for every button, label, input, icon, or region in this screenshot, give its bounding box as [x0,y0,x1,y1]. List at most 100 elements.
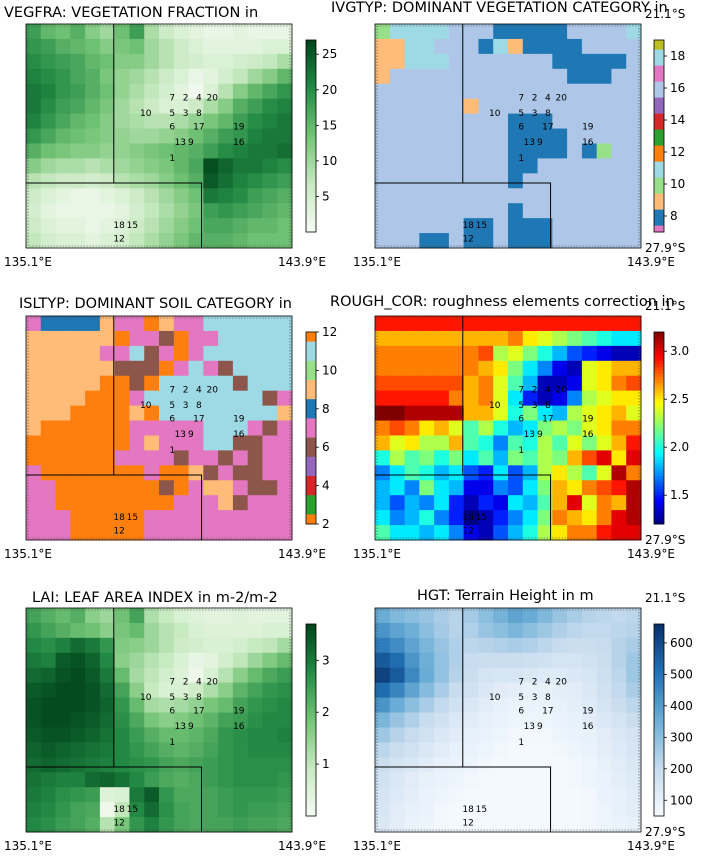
heat-cell [552,68,568,85]
heat-cell [552,712,568,728]
heat-cell [144,802,160,818]
heat-cell [277,817,293,833]
heat-cell [389,682,406,699]
colorbar-segment [654,341,664,346]
heat-cell [626,652,642,669]
colorbar-segment [654,700,664,705]
colorbar-segment [306,662,316,666]
heat-cell [581,390,598,407]
colorbar-segment [306,520,316,525]
heat-cell [626,772,642,788]
heat-cell [173,316,190,332]
colorbar-segment [654,81,664,86]
heat-cell [55,480,71,496]
heat-cell [581,173,598,189]
heat-cell [40,405,57,422]
station-label: 10 [489,109,501,119]
heat-cell [144,727,160,743]
heat-cell [232,510,249,526]
colorbar-segment [306,739,316,743]
station-label: 8 [196,693,202,703]
colorbar-segment [306,412,316,416]
heat-cell [173,375,190,392]
heat-cell [99,68,116,85]
station-label: 5 [518,109,524,119]
heat-cell [114,525,130,541]
heat-cell [188,405,204,422]
colorbar-segment [654,168,664,172]
heat-cell [493,450,509,466]
heat-cell [218,510,234,526]
heat-cell [537,173,553,189]
heat-cell [611,113,627,130]
heat-cell [129,345,145,362]
colorbar-segment [306,640,316,644]
heat-cell [522,128,539,144]
colorbar-segment [306,652,316,657]
heat-cell [173,113,190,130]
heat-cell [262,757,278,773]
heat-cell [626,697,642,714]
heat-cell [26,802,42,818]
heat-cell [478,316,494,332]
heat-cell [419,218,435,234]
colorbar-segment [306,196,316,201]
heat-cell [70,203,86,219]
colorbar-segment [306,787,316,791]
station-label: 6 [518,123,524,133]
heat-cell [55,188,71,204]
colorbar-segment [306,52,316,57]
heat-cell [203,68,219,85]
heat-cell [389,345,406,362]
heat-cell [55,218,71,234]
heat-cell [232,697,249,714]
heat-cell [493,727,509,743]
heat-cell [478,465,494,481]
heat-cell [70,712,86,728]
heat-cell [596,652,612,669]
heat-cell [611,330,627,347]
heat-cell [99,465,116,481]
axes-frame [374,315,642,541]
heat-cell [463,480,479,496]
heat-cell [203,203,219,219]
colorbar-segment [306,335,316,339]
heat-cell [173,143,190,159]
heat-cell [70,68,86,85]
heat-cell [463,345,479,362]
colorbar-segment [654,396,664,400]
heat-cell [99,38,116,55]
heat-cell [232,38,249,55]
heat-cell [55,787,71,803]
station-label: 7 [169,93,175,103]
heat-cell [404,24,420,40]
colorbar-segment [654,514,664,518]
colorbar-segment [306,700,316,705]
heat-cell [114,188,130,204]
heat-cell [375,113,391,130]
heat-cell [262,525,278,541]
heat-cell [159,817,175,833]
station-label: 4 [545,385,551,395]
heat-cell [448,480,465,496]
heat-cell [567,98,583,115]
heat-cell [375,98,391,115]
heat-cell [114,83,130,100]
colorbar-segment [306,161,316,166]
colorbar-segment [306,136,316,140]
heat-cell [626,495,642,511]
station-label: 19 [233,123,245,133]
heat-cell [218,375,234,392]
heat-cell [114,637,130,654]
heat-cell [129,608,145,624]
heat-cell [188,802,204,818]
heat-cell [463,608,479,624]
heat-cell [277,652,293,669]
heat-cell [99,652,116,669]
heat-cell [70,802,86,818]
colorbar-segment [654,704,664,708]
heat-cell [85,173,101,189]
heat-cell [26,450,42,466]
heat-cell [508,802,524,818]
colorbar-segment [306,790,316,794]
